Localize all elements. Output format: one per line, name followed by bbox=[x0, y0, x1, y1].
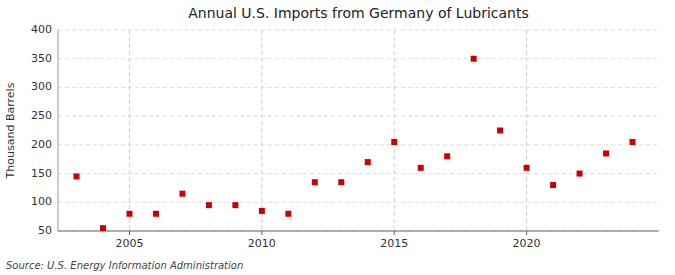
point bbox=[153, 211, 159, 217]
x-axis-line bbox=[58, 231, 659, 232]
grid bbox=[58, 30, 659, 231]
title: Annual U.S. Imports from Germany of Lubr… bbox=[188, 5, 528, 21]
x-tick-label: 2020 bbox=[513, 237, 541, 250]
y-grid-line bbox=[58, 58, 659, 59]
y-tick-label: 50 bbox=[38, 224, 52, 237]
y-tick-label: 350 bbox=[31, 52, 52, 65]
point bbox=[338, 179, 344, 185]
point bbox=[126, 211, 132, 217]
point bbox=[444, 153, 450, 159]
point bbox=[497, 128, 503, 134]
y-tick-label: 200 bbox=[31, 138, 52, 151]
x-tick bbox=[394, 231, 395, 235]
y-grid-line bbox=[58, 116, 659, 117]
y-tick-label: 250 bbox=[31, 109, 52, 122]
y-grid-line bbox=[58, 173, 659, 174]
x-tick-label: 2010 bbox=[248, 237, 276, 250]
source-note: Source: U.S. Energy Information Administ… bbox=[6, 260, 243, 271]
point bbox=[285, 211, 291, 217]
point bbox=[471, 56, 477, 62]
point bbox=[550, 182, 556, 188]
y-tick-label: 300 bbox=[31, 80, 52, 93]
point bbox=[524, 165, 530, 171]
x-tick-label: 2015 bbox=[380, 237, 408, 250]
point bbox=[391, 139, 397, 145]
point bbox=[312, 179, 318, 185]
point bbox=[206, 202, 212, 208]
y-grid-line bbox=[58, 30, 659, 31]
x-grid-line bbox=[129, 30, 130, 231]
point bbox=[100, 225, 106, 231]
point bbox=[418, 165, 424, 171]
point bbox=[603, 150, 609, 156]
x-grid-line bbox=[394, 30, 395, 231]
y-tick-label: 400 bbox=[31, 23, 52, 36]
y-tick-label: 150 bbox=[31, 167, 52, 180]
chart: 2005 2010 2015 2020 50 100 150 200 250 300 350 400 A… bbox=[0, 0, 675, 275]
x-tick bbox=[526, 231, 527, 235]
y-axis-line bbox=[58, 30, 59, 231]
point bbox=[630, 139, 636, 145]
y-axis-label: Thousand Barrels bbox=[4, 82, 17, 179]
x-tick bbox=[129, 231, 130, 235]
x-grid-line bbox=[526, 30, 527, 231]
x-grid-line bbox=[261, 30, 262, 231]
x-tick bbox=[261, 231, 262, 235]
point bbox=[577, 171, 583, 177]
y-tick-label: 100 bbox=[31, 195, 52, 208]
x-tick-label: 2005 bbox=[115, 237, 143, 250]
point bbox=[259, 208, 265, 214]
y-grid-line bbox=[58, 87, 659, 88]
point bbox=[74, 173, 80, 179]
y-grid-line bbox=[58, 202, 659, 203]
y-grid-line bbox=[58, 144, 659, 145]
point bbox=[179, 191, 185, 197]
points bbox=[74, 56, 636, 231]
point bbox=[232, 202, 238, 208]
point bbox=[365, 159, 371, 165]
y-grid-line bbox=[58, 231, 659, 232]
